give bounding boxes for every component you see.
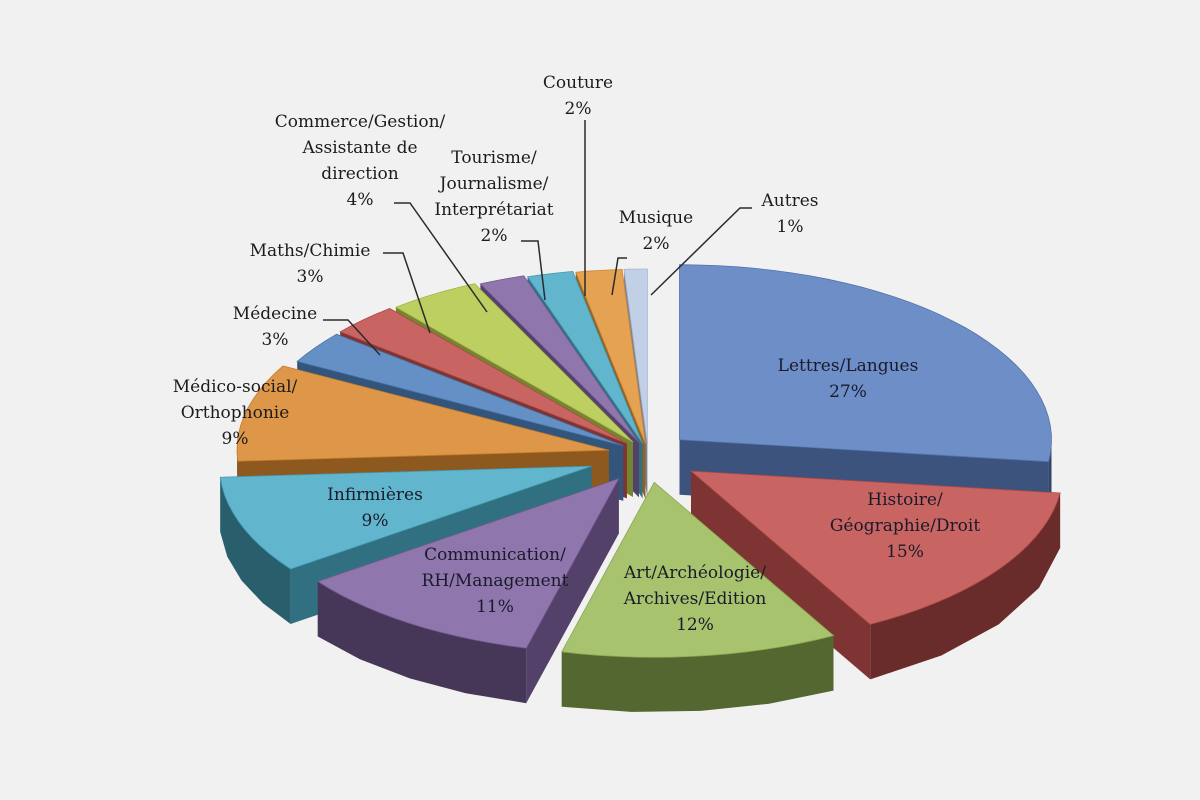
slice-commerce-gestion-assistante-de-direction-top xyxy=(394,283,634,443)
leader-line-commerce-gestion-assistante-de-direction xyxy=(394,202,488,313)
slice-musique-top xyxy=(575,268,646,445)
slice-category-label: RH/Management xyxy=(422,571,569,591)
leader-line-autres xyxy=(650,207,752,296)
slice-art-archeologie-archives-edition xyxy=(561,481,835,712)
slice-value-label: 3% xyxy=(297,267,324,287)
label-maths-chimie: Maths/Chimie 3% xyxy=(250,241,371,287)
slice-category-label: Commerce/Gestion/ xyxy=(275,112,446,132)
label-autres: Autres 1% xyxy=(761,191,819,237)
label-tourisme-journalisme-interpretariat: Tourisme/Journalisme/Interprétariat 2% xyxy=(434,148,553,246)
leader-line-maths-chimie xyxy=(383,252,431,334)
slice-category-label: Art/Archéologie/ xyxy=(623,563,766,583)
slice-category-label: direction xyxy=(321,164,399,184)
slice-category-label: Médecine xyxy=(233,304,317,324)
label-couture: Couture 2% xyxy=(543,73,613,119)
label-musique: Musique 2% xyxy=(619,208,693,254)
slice-histoire-geographie-droit-wall xyxy=(870,493,1061,680)
slice-value-label: 2% xyxy=(481,226,508,246)
slice-category-label: Géographie/Droit xyxy=(830,516,981,536)
slice-category-label: Archives/Edition xyxy=(623,589,767,609)
slice-category-label: Orthophonie xyxy=(181,403,290,423)
slice-category-label: Interprétariat xyxy=(434,200,553,220)
label-commerce-gestion-assistante-de-direction: Commerce/Gestion/Assistante de direction 4… xyxy=(275,112,446,210)
slice-labels: Lettres/Langues 27% Histoire/Géographie/Dr… xyxy=(173,73,981,635)
slice-category-label: Autres xyxy=(761,191,819,211)
slice-value-label: 3% xyxy=(262,330,289,350)
slice-category-label: Couture xyxy=(543,73,613,93)
slice-histoire-geographie-droit-top xyxy=(689,470,1061,625)
label-art-archeologie-archives-edition: Art/Archéologie/Archives/Edition 12% xyxy=(623,563,767,635)
slice-category-label: Musique xyxy=(619,208,693,228)
slice-value-label: 4% xyxy=(347,190,374,210)
leader-line-musique xyxy=(611,257,627,296)
slice-value-label: 27% xyxy=(829,382,867,402)
label-lettres-langues: Lettres/Langues 27% xyxy=(778,356,919,402)
leader-lines xyxy=(323,120,752,356)
label-histoire-geographie-droit: Histoire/Géographie/Droit 15% xyxy=(830,490,981,562)
label-medico-social-orthophonie: Médico-social/Orthophonie 9% xyxy=(173,377,298,449)
slice-value-label: 2% xyxy=(565,99,592,119)
slice-category-label: Assistante de xyxy=(301,138,417,158)
slice-category-label: Journalisme/ xyxy=(438,174,549,194)
pie-slices xyxy=(219,264,1061,712)
slice-infirmieres-wall xyxy=(220,477,291,624)
slice-value-label: 15% xyxy=(886,542,924,562)
slice-category-label: Infirmières xyxy=(327,485,423,505)
slice-medico-social-orthophonie-top xyxy=(236,365,610,462)
slice-art-archeologie-archives-edition-top xyxy=(561,481,835,658)
slice-art-archeologie-archives-edition-wall xyxy=(561,635,834,712)
slice-medecine-top xyxy=(296,333,624,447)
slice-value-label: 1% xyxy=(777,217,804,237)
slice-value-label: 2% xyxy=(643,234,670,254)
slice-couture-top xyxy=(526,270,643,444)
slice-histoire-geographie-droit-side xyxy=(691,471,871,680)
slice-value-label: 9% xyxy=(362,511,389,531)
slice-histoire-geographie-droit xyxy=(689,470,1061,680)
slice-category-label: Histoire/ xyxy=(867,490,943,510)
slice-value-label: 11% xyxy=(476,597,514,617)
slice-maths-chimie-top xyxy=(339,308,627,444)
label-communication-rh-management: Communication/RH/Management 11% xyxy=(422,545,569,617)
slice-tourisme-journalisme-interpretariat-top xyxy=(479,275,640,443)
slice-category-label: Maths/Chimie xyxy=(250,241,371,261)
slice-communication-rh-management-top xyxy=(316,477,620,649)
slice-value-label: 12% xyxy=(676,615,714,635)
slice-value-label: 9% xyxy=(222,429,249,449)
slice-autres-top xyxy=(623,268,648,445)
slice-category-label: Lettres/Langues xyxy=(778,356,919,376)
leader-line-tourisme-journalisme-interpretariat xyxy=(521,240,546,301)
label-infirmieres: Infirmières 9% xyxy=(327,485,423,531)
leader-line-medecine xyxy=(323,319,381,356)
slice-lettres-langues-top xyxy=(679,264,1052,463)
label-medecine: Médecine 3% xyxy=(233,304,317,350)
slice-category-label: Tourisme/ xyxy=(451,148,537,168)
slice-category-label: Médico-social/ xyxy=(173,377,298,397)
slice-category-label: Communication/ xyxy=(424,545,566,565)
slice-infirmieres-top xyxy=(219,465,592,570)
slice-communication-rh-management xyxy=(316,477,620,704)
slice-communication-rh-management-wall xyxy=(317,581,527,704)
